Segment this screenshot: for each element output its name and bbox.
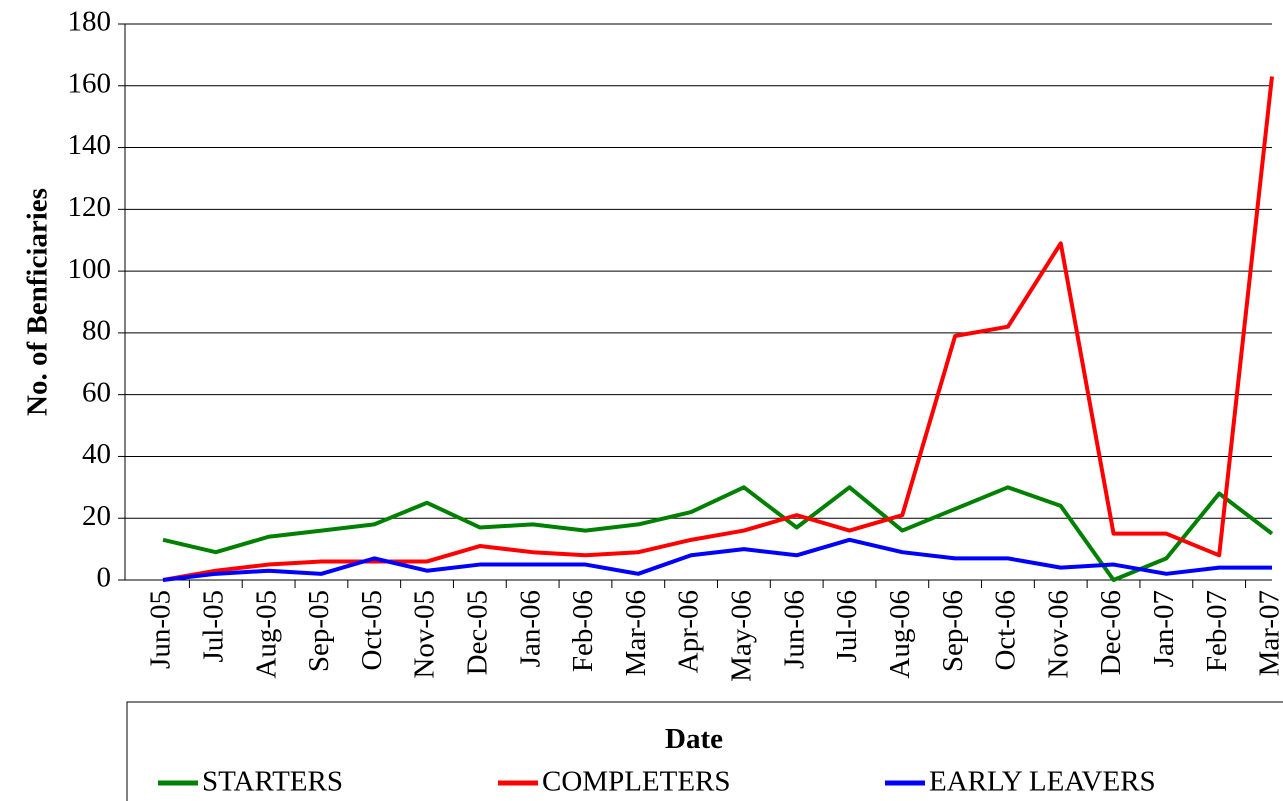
y-tick-label: 0	[97, 562, 112, 594]
legend-box	[126, 701, 1283, 801]
series-line	[162, 485, 1274, 582]
x-tick-label: Nov-05	[409, 590, 441, 679]
x-tick-label: Feb-06	[567, 590, 599, 672]
y-tick-label: 180	[68, 6, 112, 38]
x-tick-label: Jul-06	[831, 590, 863, 663]
x-tick-label: Oct-05	[356, 590, 388, 671]
x-tick-label: Jan-07	[1148, 590, 1180, 667]
x-tick-label: Jun-05	[145, 590, 177, 669]
x-tick-label: Jun-06	[778, 590, 810, 669]
series-line	[162, 537, 1272, 582]
x-tick-label: Aug-05	[250, 590, 282, 679]
x-tick-label: Sep-05	[303, 590, 335, 672]
x-tick-label: Nov-06	[1042, 590, 1074, 679]
x-tick-label: May-06	[726, 590, 758, 682]
y-tick-label: 40	[82, 438, 111, 470]
x-tick-label: Feb-07	[1201, 590, 1233, 672]
x-tick-label: Dec-06	[1095, 590, 1127, 675]
x-tick-label: Mar-06	[620, 590, 652, 676]
legend-label: EARLY LEAVERS	[929, 766, 1156, 798]
series-line	[162, 76, 1274, 582]
x-tick-label: Jan-06	[514, 590, 546, 667]
y-tick-label: 20	[82, 500, 111, 532]
y-tick-label: 140	[68, 129, 112, 161]
x-tick-label: Oct-06	[990, 590, 1022, 671]
y-tick-label: 100	[68, 253, 112, 285]
x-tick-label: Aug-06	[884, 590, 916, 679]
x-axis-title: Date	[665, 723, 723, 755]
legend-label: STARTERS	[202, 766, 343, 798]
x-tick-label: Jul-05	[197, 590, 229, 663]
x-tick-label: Dec-05	[462, 590, 494, 675]
y-tick-label: 80	[82, 315, 111, 347]
y-tick-label: 160	[68, 67, 112, 99]
legend-label: COMPLETERS	[542, 766, 731, 798]
x-tick-label: Apr-06	[673, 590, 705, 673]
y-axis-title: No. of Benficiaries	[22, 188, 54, 416]
x-tick-label: Mar-07	[1254, 590, 1283, 676]
y-tick-label: 60	[82, 376, 111, 408]
y-tick-label: 120	[68, 191, 112, 223]
x-tick-label: Sep-06	[937, 590, 969, 672]
